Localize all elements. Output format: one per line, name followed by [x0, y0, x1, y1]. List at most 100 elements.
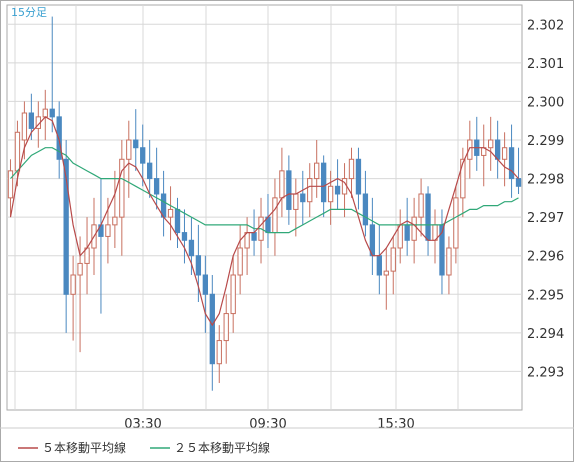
candle	[223, 294, 229, 364]
candle-body	[362, 193, 369, 226]
candle-body	[279, 170, 285, 199]
y-tick-label: 2.298	[527, 173, 564, 188]
candle-body	[286, 170, 292, 210]
candle-body	[508, 147, 515, 180]
y-tick-label: 2.301	[527, 57, 564, 72]
candle-body	[216, 340, 222, 365]
x-tick-label: 15:30	[377, 417, 414, 432]
candle-body	[14, 131, 21, 172]
interval-label: 15分足	[11, 6, 47, 19]
candle	[460, 147, 466, 218]
y-tick-label: 2.300	[527, 95, 564, 110]
candle	[7, 159, 14, 218]
candle-body	[383, 270, 389, 276]
candle-body	[320, 162, 327, 203]
candle-body	[209, 293, 215, 365]
candle-body	[341, 178, 348, 195]
candle	[202, 255, 209, 333]
candle-body	[188, 239, 195, 257]
candle	[147, 140, 153, 198]
candle-body	[105, 224, 111, 237]
candle	[334, 159, 341, 210]
candle-body	[334, 185, 341, 195]
candle-body	[147, 162, 153, 180]
candle	[307, 163, 313, 218]
candle	[390, 236, 396, 295]
candle-body	[307, 178, 313, 203]
candle	[167, 186, 174, 241]
candle-body	[70, 274, 76, 295]
x-tick-label: 09:30	[249, 417, 286, 432]
moving-average-lines	[9, 116, 519, 327]
candle	[286, 155, 292, 225]
candle-body	[293, 193, 299, 210]
candle	[195, 224, 202, 302]
candle-body	[112, 216, 118, 226]
ma5-line	[9, 116, 519, 327]
candle	[453, 186, 459, 264]
y-tick-label: 2.294	[527, 327, 564, 342]
candle-body	[425, 193, 431, 241]
candle	[230, 255, 236, 333]
candle-body	[153, 178, 160, 195]
candle	[63, 140, 69, 333]
candle	[112, 170, 118, 248]
y-tick-label: 2.299	[527, 134, 564, 149]
y-tick-label: 2.302	[527, 18, 564, 33]
legend-label-ma25: ２５本移動平均線	[174, 440, 270, 455]
legend-label-ma5: ５本移動平均線	[42, 440, 126, 455]
candle-body	[418, 193, 424, 218]
candle	[216, 325, 222, 383]
candle-body	[515, 178, 522, 187]
candle	[508, 124, 515, 198]
candle-body	[223, 313, 229, 342]
candle-body	[411, 216, 417, 241]
candle-body	[77, 262, 83, 276]
ma25-line	[10, 147, 519, 234]
candle-body	[21, 112, 28, 141]
candle	[418, 178, 424, 237]
candle	[327, 170, 334, 225]
y-tick-label: 2.297	[527, 211, 564, 226]
candle-body	[327, 185, 334, 203]
candle-body	[174, 208, 181, 234]
candle-body	[404, 224, 410, 241]
candle-body	[460, 158, 466, 199]
candle-body	[390, 247, 396, 272]
candle	[140, 124, 146, 187]
candle	[467, 120, 473, 179]
candle-body	[272, 197, 278, 234]
candle	[488, 116, 494, 171]
candle	[181, 209, 188, 264]
candle-body	[7, 170, 14, 199]
candle-body	[49, 108, 55, 118]
candle	[70, 255, 76, 341]
candle-body	[230, 274, 236, 315]
legend: ５本移動平均線 ２５本移動平均線	[18, 440, 270, 455]
candle	[314, 140, 320, 198]
candle-body	[376, 255, 382, 276]
candle	[119, 140, 125, 256]
candle	[383, 248, 389, 310]
candle-body	[300, 193, 306, 203]
candle-body	[453, 197, 459, 249]
candle-body	[348, 158, 355, 180]
candle-body	[56, 116, 62, 160]
candle-body	[195, 255, 202, 276]
y-tick-label: 2.295	[527, 288, 564, 303]
candle-body	[467, 139, 473, 160]
candle	[153, 147, 160, 210]
y-tick-label: 2.293	[527, 365, 564, 380]
candle-body	[355, 158, 362, 195]
candle-body	[126, 139, 132, 160]
candle-body	[314, 162, 320, 180]
candle	[300, 170, 306, 225]
candle	[362, 170, 369, 237]
x-tick-label: 03:30	[124, 417, 161, 432]
candle-body	[501, 147, 508, 160]
candle	[355, 147, 362, 210]
candle-body	[251, 232, 257, 241]
candle-body	[63, 158, 69, 295]
grid-lines	[7, 5, 522, 410]
